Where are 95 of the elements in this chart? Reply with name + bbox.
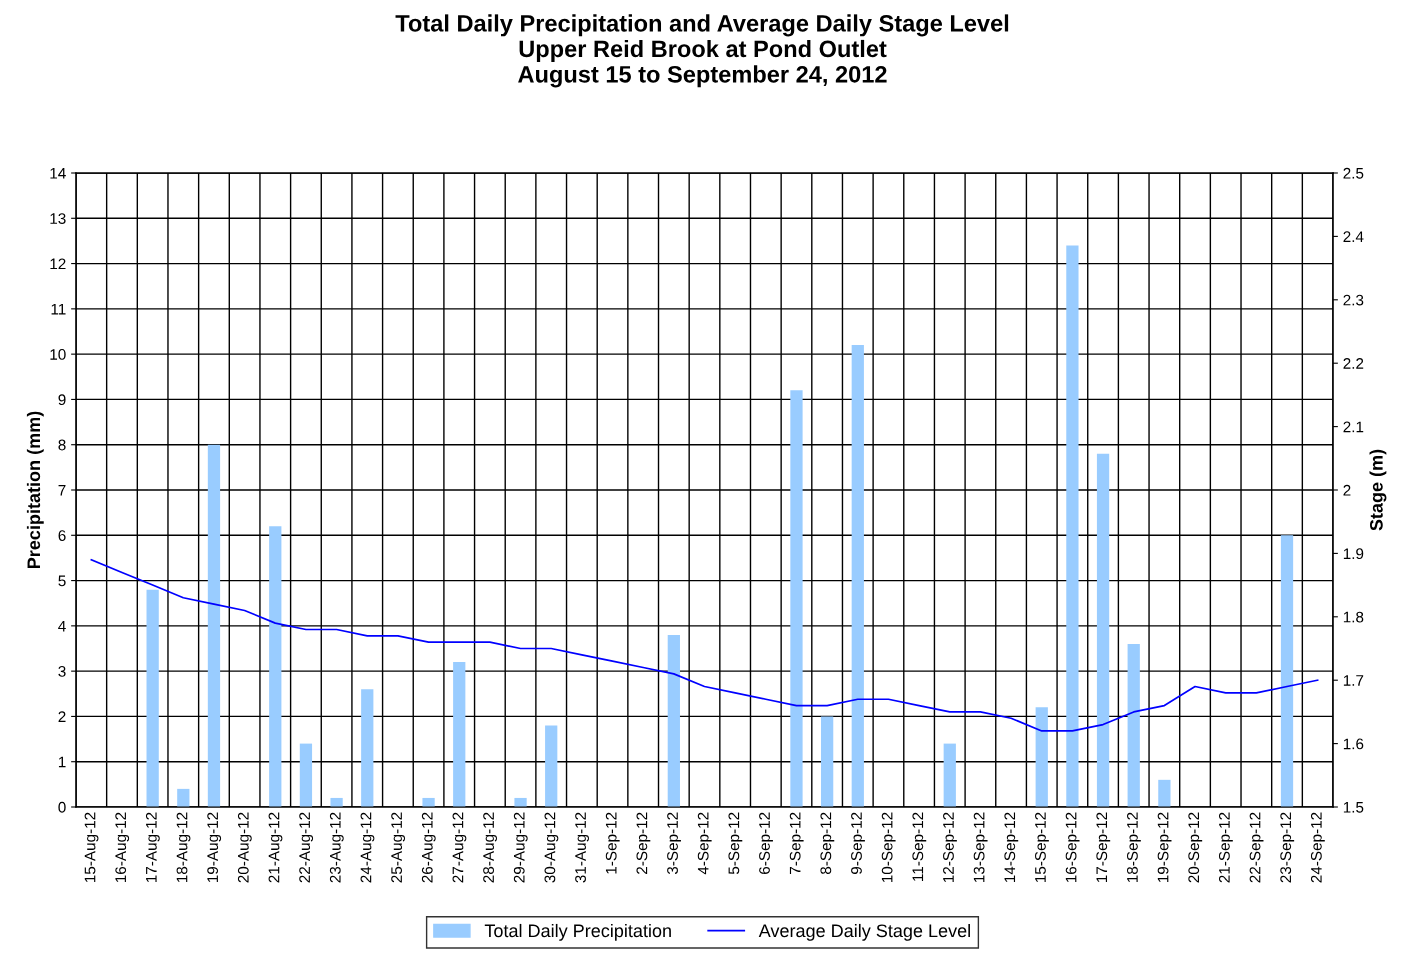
x-tick-label: 15-Aug-12 [84, 812, 99, 883]
bar [1035, 707, 1048, 807]
x-tick-label: 3-Sep-12 [667, 812, 681, 875]
bar [299, 743, 313, 807]
x-tick-label: 17-Sep-12 [1096, 812, 1111, 883]
x-tick-label: 18-Sep-12 [1127, 812, 1141, 883]
x-tick-label: 15-Sep-12 [1035, 812, 1049, 883]
y2-tick-label: 2.1 [1343, 421, 1364, 433]
bar [422, 797, 435, 807]
x-tick-label: 11-Sep-12 [912, 812, 927, 881]
x-tick-label: 9-Sep-12 [851, 812, 865, 874]
bar [361, 689, 374, 807]
bar [943, 743, 956, 807]
y2-tick-label: 2.2 [1343, 358, 1364, 369]
y-tick-label: 6 [58, 530, 66, 541]
legend-label: Total Daily Precipitation [484, 923, 671, 941]
x-tick-label: 7-Sep-12 [789, 812, 804, 874]
x-tick-label: 2-Sep-12 [636, 812, 651, 874]
y-tick-label: 3 [58, 666, 66, 677]
x-tick-label: 22-Aug-12 [299, 812, 314, 883]
x-tick-label: 6-Sep-12 [759, 812, 773, 874]
bar [1158, 779, 1171, 807]
y2-tick-label: 2.4 [1343, 231, 1364, 242]
x-tick-label: 21-Sep-12 [1218, 812, 1233, 883]
y-axis-title: Precipitation (mm) [26, 411, 44, 569]
x-tick-label: 21-Aug-12 [268, 812, 283, 883]
y-tick-label: 1 [58, 756, 66, 768]
y2-axis-title: Stage (m) [1369, 449, 1387, 531]
y-tick-label: 5 [58, 575, 66, 587]
bar [545, 725, 558, 807]
bar [1280, 535, 1294, 807]
bar [1127, 643, 1140, 807]
y-tick-label: 12 [50, 258, 66, 270]
y-tick-label: 7 [58, 485, 66, 496]
x-tick-label: 5-Sep-12 [728, 812, 743, 875]
x-tick-label: 30-Aug-12 [544, 812, 559, 883]
x-tick-label: 8-Sep-12 [820, 812, 835, 875]
x-tick-label: 4-Sep-12 [697, 812, 712, 875]
bar [1096, 453, 1110, 807]
x-tick-label: 18-Aug-12 [176, 812, 191, 883]
x-tick-label: 19-Aug-12 [207, 812, 222, 883]
x-tick-label: 28-Aug-12 [483, 812, 498, 883]
x-tick-label: 27-Aug-12 [452, 812, 467, 883]
x-tick-label: 17-Aug-12 [145, 812, 160, 883]
y2-tick-label: 2 [1343, 484, 1351, 496]
x-tick-label: 13-Sep-12 [973, 812, 988, 883]
x-tick-label: 24-Sep-12 [1310, 812, 1325, 883]
x-tick-label: 16-Aug-12 [115, 812, 130, 883]
y-tick-label: 0 [58, 801, 66, 813]
y2-tick-label: 1.9 [1343, 548, 1364, 560]
bar [269, 526, 282, 807]
bar [851, 345, 864, 807]
x-tick-label: 23-Sep-12 [1280, 812, 1295, 883]
y2-tick-label: 1.7 [1343, 675, 1364, 686]
x-tick-label: 16-Sep-12 [1065, 812, 1080, 883]
bar [146, 589, 159, 807]
x-tick-label: 12-Sep-12 [943, 812, 957, 883]
bar [453, 662, 466, 807]
y2-tick-label: 2.5 [1343, 167, 1364, 179]
x-tick-label: 10-Sep-12 [881, 812, 896, 883]
line-series [90, 558, 1319, 732]
y-tick-label: 8 [58, 439, 66, 451]
y-tick-label: 10 [50, 349, 66, 360]
y-tick-label: 2 [58, 711, 66, 722]
bar [667, 634, 680, 807]
x-tick-label: 20-Sep-12 [1188, 812, 1203, 883]
x-tick-label: 24-Aug-12 [360, 812, 375, 883]
y2-tick-label: 1.5 [1343, 802, 1364, 813]
y-tick-label: 4 [58, 620, 66, 632]
y-tick-label: 13 [50, 213, 66, 224]
chart-title: Total Daily Precipitation and Average Daily Stage Level Upper Reid Brook at Pond Outlet August 15 to September 24, 2012 [395, 14, 1009, 88]
y2-tick-label: 2.3 [1343, 294, 1364, 306]
y-tick-label: 9 [58, 394, 66, 406]
y2-tick-label: 1.6 [1343, 738, 1364, 750]
x-tick-label: 20-Aug-12 [237, 812, 252, 883]
y-tick-label: 11 [51, 303, 66, 315]
x-tick-label: 22-Sep-12 [1249, 812, 1264, 883]
x-tick-label: 14-Sep-12 [1004, 812, 1019, 883]
bar [821, 716, 834, 807]
bar [790, 390, 803, 807]
x-tick-label: 26-Aug-12 [421, 812, 436, 883]
y2-tick-label: 1.8 [1343, 611, 1364, 623]
bar [177, 788, 190, 807]
legend-label: Average Daily Stage Level [758, 923, 970, 941]
x-tick-label: 25-Aug-12 [391, 812, 406, 883]
x-tick-label: 19-Sep-12 [1157, 812, 1172, 883]
x-tick-label: 23-Aug-12 [329, 812, 344, 883]
y-tick-label: 14 [50, 168, 66, 179]
x-tick-label: 1-Sep-12 [605, 812, 620, 874]
bar [1066, 245, 1079, 807]
bar [514, 797, 527, 807]
x-tick-label: 31-Aug-12 [575, 812, 589, 883]
bar [330, 797, 343, 807]
x-tick-label: 29-Aug-12 [513, 812, 528, 883]
bar [207, 444, 221, 807]
